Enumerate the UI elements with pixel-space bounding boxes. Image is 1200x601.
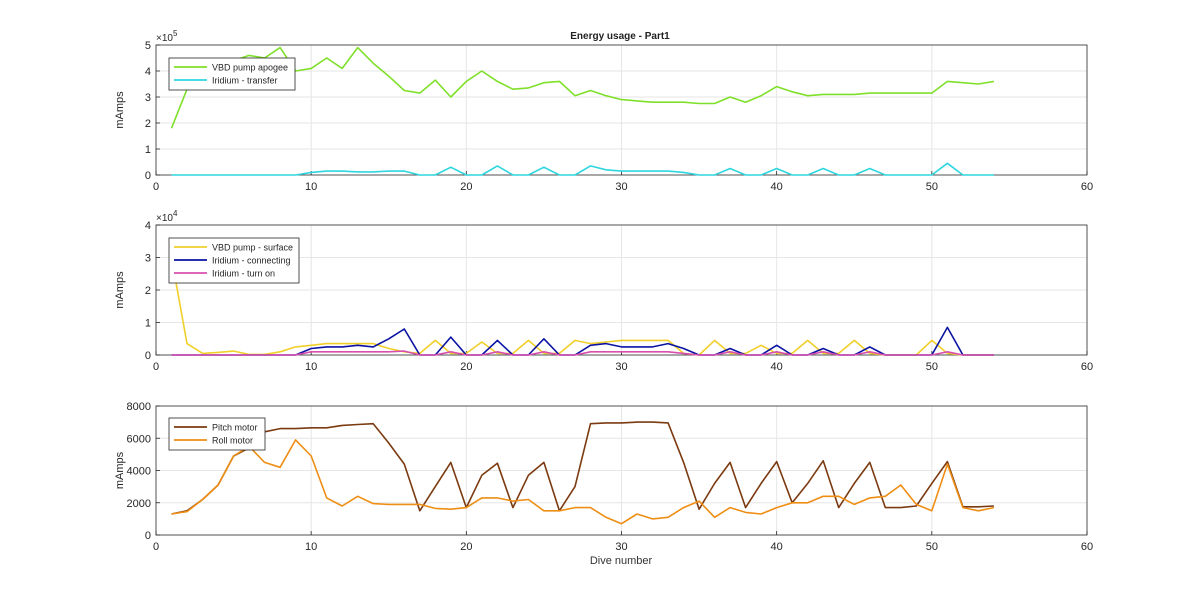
x-tick-label: 30: [615, 181, 627, 193]
y-axis-label: mAmps: [114, 271, 126, 309]
x-axis-label: Dive number: [589, 555, 653, 567]
x-tick-label: 20: [460, 181, 472, 193]
series-line-2: [171, 439, 995, 525]
series-line-1: [171, 421, 994, 515]
y-tick-label: 3: [145, 253, 151, 265]
legend-label: Roll motor: [212, 436, 253, 446]
x-tick-label: 40: [771, 181, 783, 193]
y-exponent-label: ×104: [156, 209, 178, 224]
y-tick-label: 2000: [127, 498, 151, 510]
x-tick-label: 0: [153, 361, 159, 373]
y-tick-label: 4000: [127, 466, 151, 478]
subplot-3: 0 10 20 30 40 50 60 0 2000 4000 6000 8000 mAmps Pitch…: [114, 401, 1093, 553]
x-tick-label: 50: [926, 181, 938, 193]
x-tick-label: 20: [460, 361, 472, 373]
x-tick-label: 20: [460, 541, 472, 553]
x-tick-label: 60: [1081, 361, 1093, 373]
x-tick-label: 30: [615, 361, 627, 373]
x-tick-label: 30: [615, 541, 627, 553]
chart-title: Energy usage - Part1: [570, 31, 670, 42]
legend-label: Pitch motor: [212, 423, 258, 433]
legend-label: Iridium - turn on: [212, 269, 275, 279]
y-tick-label: 8000: [127, 401, 151, 413]
x-tick-label: 0: [153, 541, 159, 553]
legend-box: [168, 417, 266, 451]
x-tick-label: 10: [305, 361, 317, 373]
legend-label: VBD pump - surface: [212, 243, 293, 253]
series-line-1: [170, 46, 995, 129]
y-exponent-power: 4: [173, 209, 178, 218]
y-exponent-power: 5: [173, 29, 178, 38]
legend-label: Iridium - transfer: [212, 76, 278, 86]
y-tick-label: 6000: [127, 433, 151, 445]
y-axis-label: mAmps: [114, 451, 126, 489]
y-exponent-label: ×105: [156, 29, 178, 44]
legend-label: VBD pump apogee: [212, 63, 288, 73]
y-tick-label: 2: [145, 118, 151, 130]
series-line-1: [170, 257, 994, 356]
y-tick-label: 1: [145, 144, 151, 156]
series-line-3: [171, 350, 994, 356]
x-tick-label: 50: [926, 541, 938, 553]
x-tick-label: 60: [1081, 541, 1093, 553]
x-tick-label: 60: [1081, 181, 1093, 193]
y-tick-label: 4: [145, 66, 151, 78]
y-tick-label: 0: [145, 530, 151, 542]
y-tick-label: 5: [145, 40, 151, 52]
series-line-2: [171, 162, 994, 176]
y-tick-label: 0: [145, 170, 151, 182]
x-tick-label: 10: [305, 181, 317, 193]
y-axis-label: mAmps: [114, 91, 126, 129]
legend-box: [168, 57, 296, 91]
y-tick-label: 0: [145, 350, 151, 362]
x-tick-label: 0: [153, 181, 159, 193]
y-tick-label: 1: [145, 318, 151, 330]
y-tick-label: 3: [145, 92, 151, 104]
y-tick-label: 2: [145, 285, 151, 297]
y-tick-label: 4: [145, 220, 151, 232]
x-tick-label: 10: [305, 541, 317, 553]
x-tick-label: 40: [771, 361, 783, 373]
x-tick-label: 40: [771, 541, 783, 553]
legend-label: Iridium - connecting: [212, 256, 291, 266]
x-tick-label: 50: [926, 361, 938, 373]
